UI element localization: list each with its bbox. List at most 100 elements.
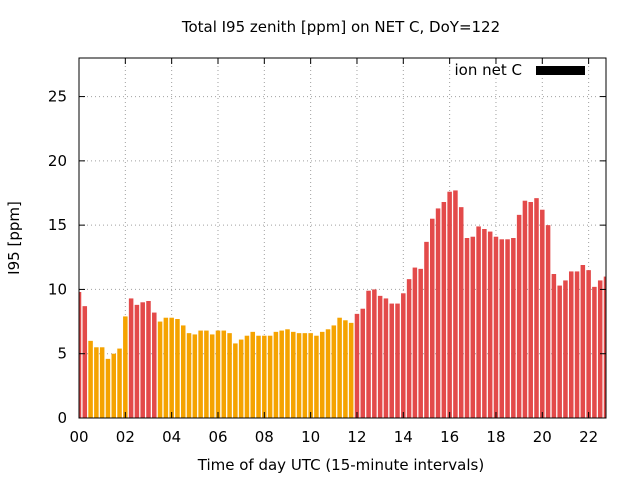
bar (551, 274, 557, 418)
bar (534, 198, 539, 418)
bar (285, 329, 290, 418)
bar (377, 295, 383, 418)
bar (453, 190, 458, 418)
bar (603, 276, 606, 418)
bar (383, 298, 389, 418)
x-tick-label: 02 (116, 428, 135, 446)
bar (476, 226, 481, 418)
bar (511, 238, 516, 418)
bar (204, 330, 209, 418)
bar (418, 268, 423, 418)
bar (319, 331, 325, 418)
bar (134, 304, 140, 418)
bar (314, 335, 319, 418)
bar (180, 325, 186, 418)
bar (354, 313, 360, 418)
bar (348, 322, 354, 418)
bar (117, 348, 122, 418)
x-tick-label: 04 (162, 428, 181, 446)
bar (597, 280, 603, 418)
bar (209, 334, 215, 418)
bars (79, 190, 606, 418)
bar (175, 319, 180, 418)
bar (111, 353, 117, 418)
legend: ion net C (455, 61, 585, 79)
bar (406, 279, 412, 418)
bar (302, 333, 308, 418)
ticks (78, 58, 606, 419)
bar (215, 330, 221, 418)
bar (540, 209, 545, 418)
bar (430, 218, 435, 418)
tick-labels: 0 5 10 15 20 25 00 02 04 06 08 10 12 14 16 18 20 22 (48, 88, 598, 446)
legend-swatch (536, 66, 585, 75)
bar (331, 325, 337, 418)
bar (152, 312, 157, 418)
plot-frame (78, 57, 607, 419)
bar (557, 285, 562, 418)
bar (273, 331, 279, 418)
bar (464, 238, 470, 418)
bar (233, 343, 238, 418)
bar (128, 298, 134, 418)
bar (140, 302, 145, 418)
legend-label: ion net C (455, 61, 522, 79)
bar (198, 330, 203, 418)
bar (545, 225, 551, 418)
bar (586, 270, 591, 418)
x-tick-label: 20 (533, 428, 552, 446)
bar (262, 335, 267, 418)
bar (522, 200, 528, 418)
bar (447, 191, 452, 418)
bar (192, 334, 198, 418)
bar (528, 202, 533, 418)
x-axis-label: Time of day UTC (15-minute intervals) (197, 456, 484, 474)
bar (516, 214, 522, 418)
bar (250, 331, 255, 418)
x-tick-label: 14 (394, 428, 413, 446)
bar (163, 317, 169, 418)
bar (592, 286, 597, 418)
x-tick-label: 16 (440, 428, 459, 446)
bar (325, 329, 331, 418)
bar (99, 347, 105, 418)
bar (244, 335, 250, 418)
y-tick-label: 25 (48, 88, 67, 106)
y-tick-label: 15 (48, 216, 67, 234)
bar (372, 289, 377, 418)
bar (366, 290, 371, 418)
bar (580, 265, 586, 418)
bar (82, 306, 88, 418)
bar (563, 280, 568, 418)
x-tick-label: 10 (301, 428, 320, 446)
bar (186, 333, 192, 418)
y-tick-label: 0 (57, 409, 67, 427)
bar (169, 317, 174, 418)
bar (441, 202, 447, 418)
y-tick-label: 10 (48, 280, 67, 298)
x-tick-label: 12 (347, 428, 366, 446)
bar (79, 292, 82, 418)
bar (238, 339, 244, 418)
bar (88, 340, 93, 418)
bar (401, 293, 406, 418)
bar (424, 241, 429, 418)
x-tick-label: 22 (579, 428, 598, 446)
bar (574, 271, 580, 418)
bar (123, 316, 128, 418)
bar (343, 320, 348, 418)
bar (360, 308, 366, 418)
bar (395, 303, 400, 418)
y-tick-label: 20 (48, 152, 67, 170)
x-tick-label: 08 (255, 428, 274, 446)
bar (291, 331, 296, 418)
bar (157, 321, 163, 418)
bar (482, 229, 487, 418)
bar (256, 335, 261, 418)
bar (94, 347, 99, 418)
bar (308, 333, 313, 418)
bar (435, 208, 441, 418)
bar (337, 317, 342, 418)
y-axis-label: I95 [ppm] (5, 201, 23, 275)
